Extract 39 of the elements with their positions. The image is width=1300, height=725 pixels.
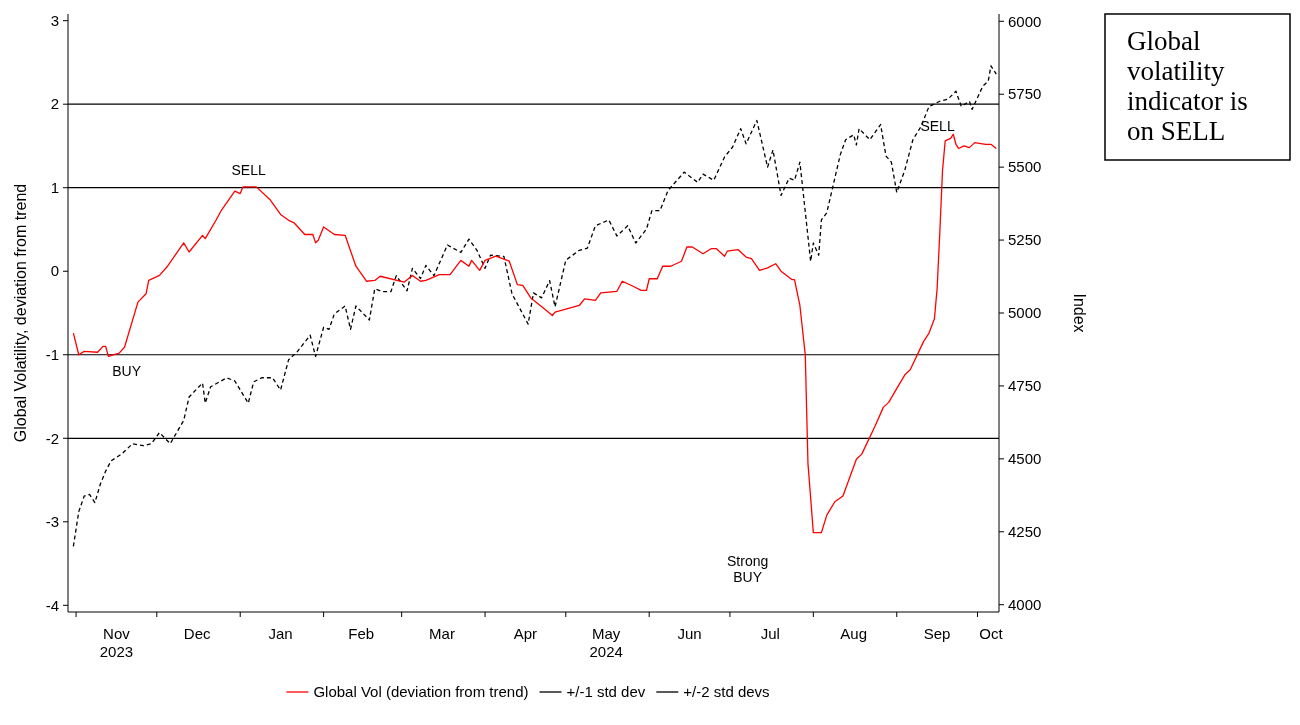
y-tick-label: 3 xyxy=(50,11,59,29)
y2-tick-label: 6000 xyxy=(1008,12,1042,30)
x-tick-label: Jan xyxy=(268,625,293,642)
x-tick-label: Jun xyxy=(677,625,702,642)
y-tick-label: -3 xyxy=(45,513,59,531)
y2-tick-label: 5000 xyxy=(1008,304,1042,322)
x-tick-label: Oct xyxy=(979,625,1004,642)
y-tick-label: -1 xyxy=(45,346,59,364)
x-tick-label: Mar xyxy=(429,625,455,642)
x-tick-label: May 2024 xyxy=(589,625,623,660)
x-tick-label: Nov 2023 xyxy=(99,625,134,660)
y2-tick-label: 4750 xyxy=(1008,377,1042,395)
y2-tick-label: 4250 xyxy=(1008,523,1042,541)
y2-tick-label: 4500 xyxy=(1008,450,1042,468)
y2-tick-label: 5500 xyxy=(1008,158,1042,176)
y2-tick-label: 4000 xyxy=(1008,595,1042,613)
y-tick-label: -2 xyxy=(45,429,59,447)
text: Global volatility indicator is on SELL xyxy=(1127,26,1248,146)
y-tick-label: 2 xyxy=(50,95,59,113)
annotation: Strong BUY xyxy=(727,553,769,586)
y2-tick-label: 5750 xyxy=(1008,85,1042,103)
y2-tick-label: 5250 xyxy=(1008,231,1042,249)
y-tick-label: 0 xyxy=(50,262,59,280)
annotation: BUY xyxy=(112,363,142,380)
x-tick-label: Sep xyxy=(923,625,951,642)
y-tick-label: -4 xyxy=(45,596,59,614)
legend-label: +/-2 std devs xyxy=(683,683,770,701)
x-tick-label: Dec xyxy=(183,625,211,642)
legend-label: +/-1 std dev xyxy=(566,683,646,701)
x-tick-label: Apr xyxy=(513,625,538,642)
x-tick-label: Feb xyxy=(348,625,375,642)
y-tick-label: 1 xyxy=(50,178,59,196)
annotation: SELL xyxy=(231,162,266,179)
annotation: SELL xyxy=(920,118,955,135)
x-tick-label: Aug xyxy=(840,625,868,642)
y2-axis-title: Index xyxy=(1071,293,1088,333)
x-tick-label: Jul xyxy=(760,625,780,642)
y-axis-title: Global Volatility, deviation from trend xyxy=(12,183,29,443)
legend-label: Global Vol (deviation from trend) xyxy=(313,683,529,701)
